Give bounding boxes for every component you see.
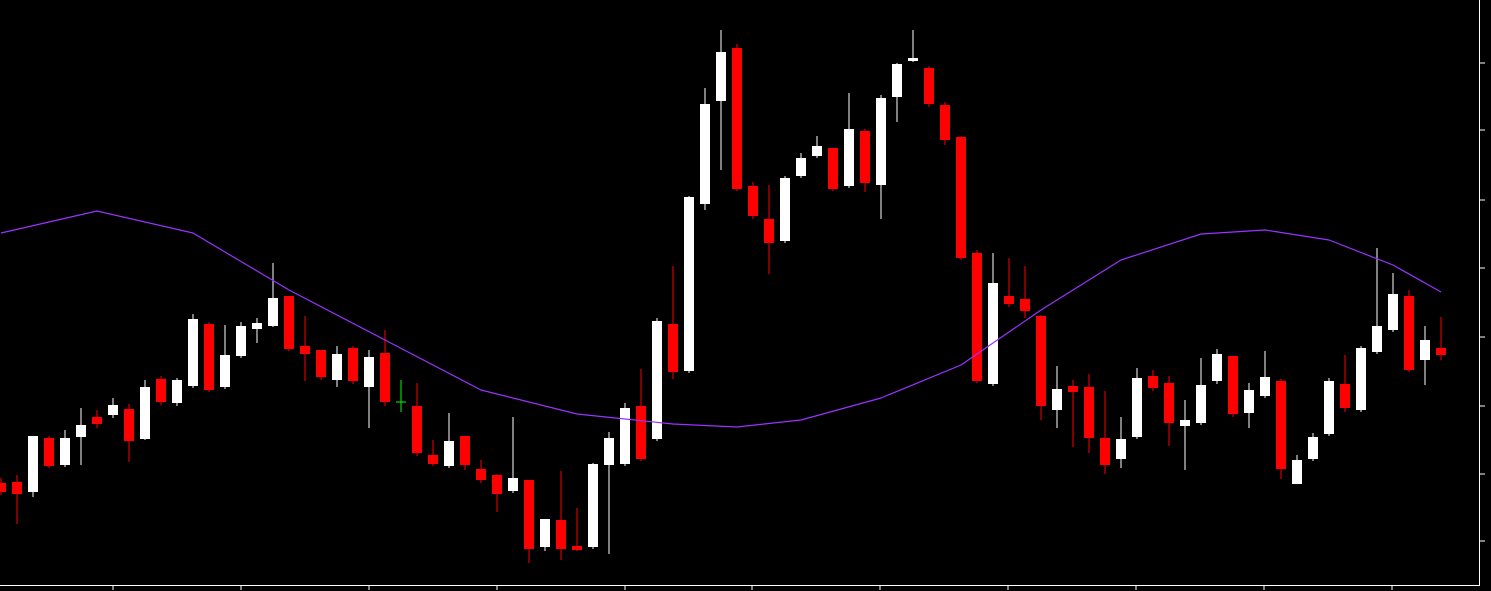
candle-body	[44, 438, 54, 466]
candle-body	[892, 64, 902, 97]
candle-body	[1004, 296, 1014, 304]
candle-body	[796, 158, 806, 176]
candle-body	[1212, 354, 1222, 381]
candle-body	[556, 520, 566, 549]
candle-body	[1132, 378, 1142, 437]
candle-body	[476, 469, 486, 480]
candle-body	[1180, 420, 1190, 426]
candle-body	[1340, 384, 1350, 408]
candle-body	[1260, 377, 1270, 396]
candle-body	[828, 148, 838, 189]
candle-body	[28, 436, 38, 492]
candle-body	[172, 380, 182, 403]
candle-body	[0, 483, 6, 492]
candle-body	[1404, 296, 1414, 370]
candle-body	[540, 519, 550, 547]
candle-body	[844, 129, 854, 186]
candle-body	[620, 408, 630, 464]
x-axis-ticks	[112, 585, 1393, 590]
candle-body	[924, 68, 934, 104]
candle-body	[1052, 389, 1062, 410]
moving-average-line	[0, 210, 1442, 428]
candle-body	[1164, 383, 1174, 423]
candle-body	[1324, 381, 1334, 434]
candle-body	[332, 354, 342, 380]
candle-body	[940, 105, 950, 140]
candle-body	[1148, 376, 1158, 388]
candle-body	[460, 436, 470, 465]
candle-body	[684, 197, 694, 371]
candle-body	[1292, 460, 1302, 484]
candle-body	[764, 219, 774, 243]
candle-body	[60, 438, 70, 465]
candle-body	[1116, 439, 1126, 459]
candle-body	[108, 405, 118, 415]
candle-body	[1084, 387, 1094, 438]
candle-body	[1436, 348, 1446, 355]
candle-body	[92, 417, 102, 424]
candle-body	[188, 319, 198, 386]
candle-body	[364, 357, 374, 387]
candle-body	[1372, 326, 1382, 352]
candle-body	[748, 186, 758, 216]
candle-body	[652, 321, 662, 439]
candle-body	[668, 324, 678, 372]
candle-body	[348, 348, 358, 381]
candle-body	[428, 455, 438, 464]
candle-body	[700, 104, 710, 204]
candle-body	[572, 546, 582, 550]
candle-body	[1276, 381, 1286, 469]
candle-body	[284, 296, 294, 349]
candle-body	[300, 346, 310, 354]
candle-body	[252, 323, 262, 329]
candle-body	[1388, 294, 1398, 330]
candle-body	[988, 283, 998, 384]
candle-body	[380, 353, 390, 402]
candle-body	[1020, 299, 1030, 311]
candle-body	[956, 137, 966, 258]
candle-body	[876, 98, 886, 185]
candle-body	[716, 52, 726, 101]
candle-body	[1356, 348, 1366, 410]
candle-body	[732, 48, 742, 189]
candle-body	[236, 326, 246, 356]
candle-body	[76, 425, 86, 437]
candle-body	[1244, 390, 1254, 413]
candle-body	[860, 131, 870, 183]
candle-body	[444, 441, 454, 466]
candle-body	[908, 58, 918, 61]
candle-body	[1420, 340, 1430, 360]
candle-body	[972, 253, 982, 381]
candle-body	[204, 324, 214, 390]
candle-body	[508, 478, 518, 491]
candle-body	[140, 387, 150, 439]
candle-body	[524, 480, 534, 549]
candle-body	[636, 406, 646, 459]
candle-body	[1196, 385, 1206, 423]
candle-body	[604, 438, 614, 465]
candle-body	[588, 464, 598, 547]
candle-body	[1036, 316, 1046, 406]
candle-body	[220, 355, 230, 387]
candle-body	[124, 409, 134, 441]
candle-body	[492, 475, 502, 494]
candle-body	[1308, 437, 1318, 459]
candle-body	[780, 178, 790, 241]
candle-body	[1228, 356, 1238, 414]
candle-body	[268, 298, 278, 326]
candle-body	[1068, 386, 1078, 392]
candle-body	[12, 482, 22, 494]
candle-body	[412, 406, 422, 453]
candle-body	[156, 379, 166, 402]
candle-body	[812, 146, 822, 156]
candle-body	[1100, 438, 1110, 465]
candle-body	[316, 350, 326, 377]
